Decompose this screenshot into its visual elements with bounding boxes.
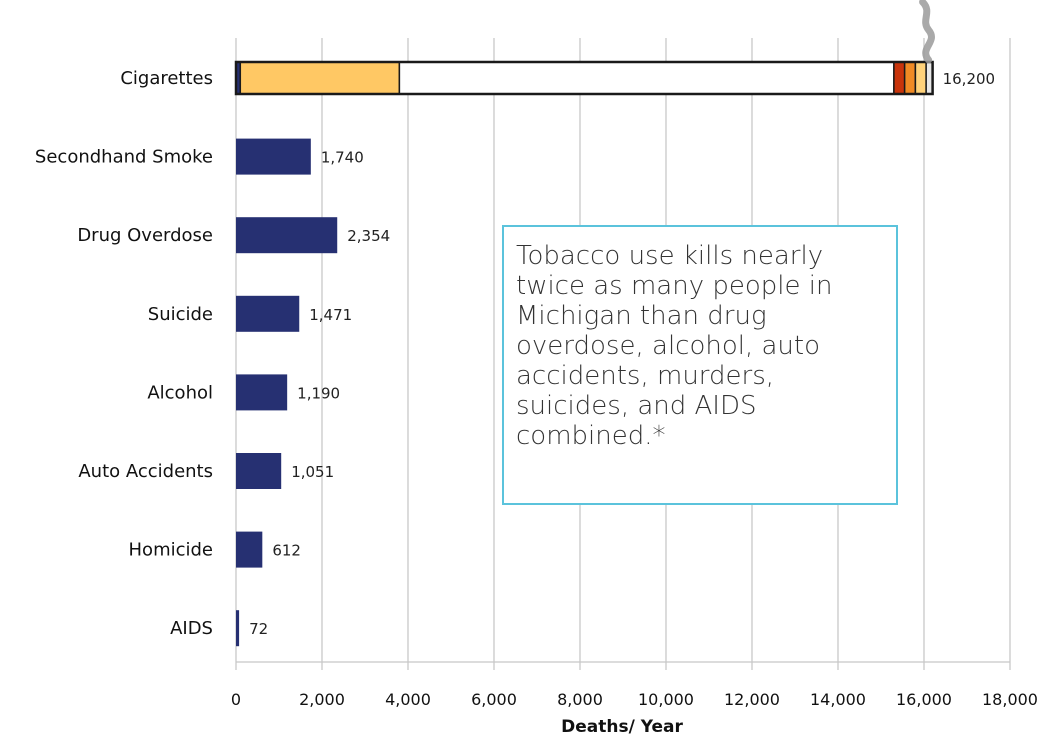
category-label: Auto Accidents [78,461,213,482]
cigarette-bar-segment [914,61,927,95]
bar [236,295,300,332]
x-tick-label: 4,000 [385,690,431,709]
cigarette-bar-segment [903,61,917,95]
smoke-icon [919,0,935,64]
data-label: 1,471 [309,306,352,324]
cigarette-bar-segment [239,61,401,95]
bar [236,610,240,647]
x-tick-label: 0 [231,690,241,709]
x-axis-title: Deaths/ Year [561,717,683,737]
category-label: Homicide [129,540,213,561]
x-tick-label: 8,000 [557,690,603,709]
data-label: 1,740 [321,149,364,167]
category-label: Cigarettes [120,68,213,89]
x-tick-label: 6,000 [471,690,517,709]
bar [236,531,263,568]
bars [234,0,935,647]
cigarette-bar-segment [893,61,906,95]
category-label: Secondhand Smoke [35,147,213,168]
annotation-text: Tobacco use kills nearly twice as many p… [516,241,833,451]
x-tick-label: 16,000 [896,690,952,709]
category-label: Suicide [148,304,213,325]
labels: 0 2,000 4,000 6,000 8,000 10,000 12,000 14,000 1… [35,68,1038,709]
x-tick-label: 2,000 [299,690,345,709]
bar [236,453,282,489]
category-label: Alcohol [147,382,213,403]
x-tick-label: 14,000 [810,690,866,709]
x-tick-label: 12,000 [724,690,780,709]
data-label: 1,190 [297,384,340,402]
bar [236,138,311,175]
cigarette-bar-segment [398,61,895,95]
bar [236,217,338,254]
data-label: 2,354 [347,227,390,245]
data-label: 612 [272,542,301,560]
category-label: AIDS [170,618,213,639]
data-label: 16,200 [943,70,996,88]
data-label: 72 [249,620,268,638]
x-tick-label: 10,000 [638,690,694,709]
x-tick-label: 18,000 [982,690,1038,709]
bar [236,374,288,411]
annotation-box: Tobacco use kills nearly twice as many p… [502,225,898,505]
category-label: Drug Overdose [77,225,213,246]
cigarette-bar-outline [234,60,934,96]
data-label: 1,051 [291,463,334,481]
